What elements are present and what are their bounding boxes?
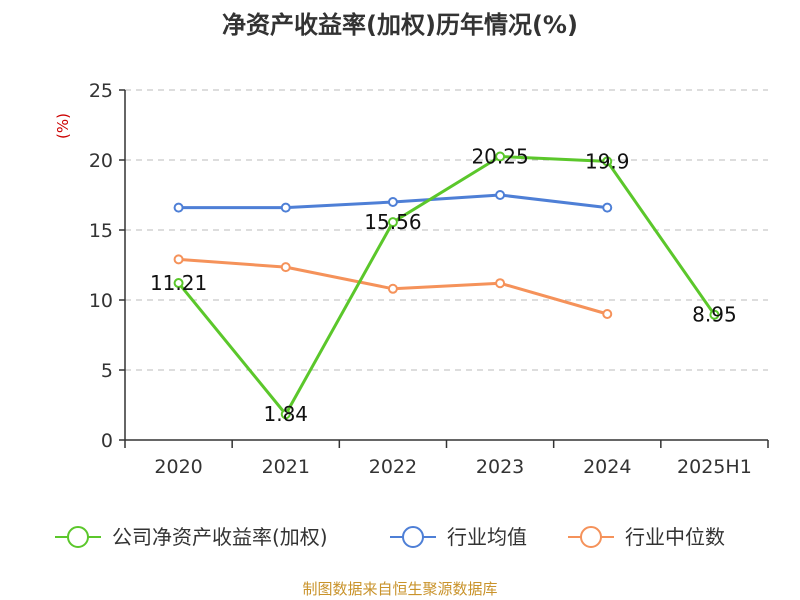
x-tick-label: 2020 [154,456,202,478]
series-lines [173,151,720,420]
y-axis-unit: (%) [54,113,72,139]
series-point-0 [173,278,184,289]
legend-swatch-marker [402,526,424,548]
x-tick-label: 2022 [369,456,417,478]
legend-swatch-marker [580,526,602,548]
x-tick-label: 2024 [583,456,631,478]
x-tick-label: 2025H1 [677,456,752,478]
data-label: 15.56 [364,210,421,234]
chart-title: 净资产收益率(加权)历年情况(%) [222,11,578,39]
legend-label: 行业均值 [447,525,527,549]
series-point-1 [495,190,506,200]
series-point-2 [602,309,613,319]
grid-lines [125,89,768,371]
series-point-1 [602,202,613,213]
axes [119,89,769,448]
series-point-0 [709,309,720,320]
data-source-note: 制图数据来自恒生聚源数据库 [302,580,497,598]
y-tick-labels: 0 5 10 15 20 25 [89,80,113,452]
data-label: 1.84 [263,402,308,426]
legend-label: 公司净资产收益率(加权) [112,525,328,549]
series-point-0 [602,156,613,167]
legend: 公司净资产收益率(加权) 行业均值 行业中位数 [55,525,725,549]
data-label: 11.21 [150,271,207,295]
y-tick-label: 5 [101,360,113,382]
x-tick-labels: 2020 2021 2022 2023 2024 2025H1 [154,456,751,478]
series-point-2 [495,278,506,289]
y-tick-label: 15 [89,220,113,242]
y-tick-label: 10 [89,290,113,312]
legend-label: 行业中位数 [625,525,725,549]
data-label: 19.9 [585,149,630,173]
series-line-0 [177,155,716,416]
series-point-1 [173,202,184,213]
series-point-0 [280,409,291,420]
series-point-1 [387,197,398,207]
x-tick-label: 2023 [476,456,524,478]
y-tick-label: 0 [101,430,113,452]
series-point-2 [280,262,291,273]
y-tick-label: 20 [89,150,113,172]
data-labels: 11.21 1.84 15.56 20.25 19.9 8.95 [150,145,737,427]
y-tick-label: 25 [89,80,113,102]
series-point-0 [495,151,506,162]
series-point-0 [387,217,398,228]
data-label: 20.25 [471,145,528,169]
data-label: 8.95 [692,303,737,327]
legend-swatch-marker [67,526,89,548]
series-point-2 [387,283,398,294]
series-point-2 [173,254,184,265]
x-tick-label: 2021 [262,456,310,478]
series-point-1 [280,202,291,213]
